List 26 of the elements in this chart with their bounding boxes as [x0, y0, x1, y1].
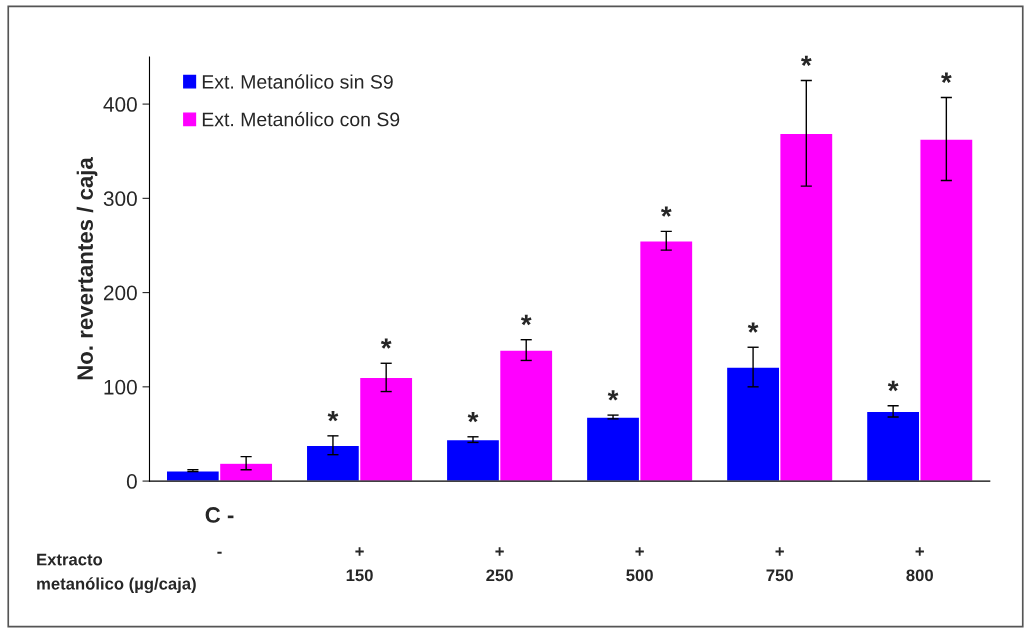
- x-tick-label: + 750: [766, 547, 793, 582]
- x-tick-label: + 250: [486, 547, 513, 582]
- y-axis-title: No. revertantes / caja: [76, 157, 98, 380]
- data-label: *: [327, 410, 339, 422]
- data-label: *: [660, 206, 672, 217]
- x-tick-label: + 800: [906, 547, 933, 582]
- y-tick-label: 100: [104, 379, 137, 395]
- legend-label: Ext. Metanólico con S9: [202, 111, 400, 127]
- data-label: *: [941, 72, 952, 83]
- y-tick-label: 400: [103, 97, 137, 112]
- y-tick-label: 200: [103, 285, 137, 301]
- x-tick-label: + 500: [626, 547, 653, 582]
- data-label: *: [380, 338, 392, 349]
- text: Extracto metanólico (µg/caja): [37, 553, 196, 594]
- data-label: *: [467, 411, 479, 423]
- data-label: *: [607, 390, 619, 401]
- data-label: *: [520, 314, 532, 326]
- data-label: *: [887, 380, 899, 392]
- x-tick-label: -: [217, 551, 222, 554]
- data-label: *: [800, 55, 812, 66]
- data-label: *: [747, 322, 759, 333]
- text: C -: [205, 507, 234, 523]
- x-tick-label: + 150: [346, 547, 373, 582]
- y-tick-label: 0: [126, 474, 137, 489]
- legend-label: Ext. Metanólico sin S9: [202, 74, 393, 89]
- y-tick-label: 300: [103, 191, 137, 207]
